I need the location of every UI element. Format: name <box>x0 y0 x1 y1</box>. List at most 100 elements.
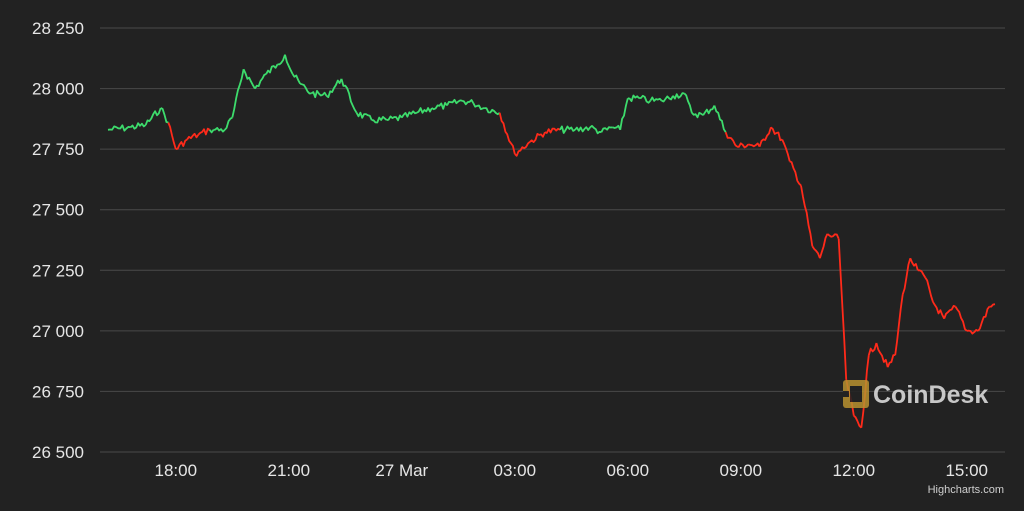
price-line-segment <box>284 54 294 75</box>
y-axis-ticks: 26 500 26 750 27 000 27 250 27 500 27 750 28 0… <box>32 19 84 462</box>
price-line-segment <box>224 116 233 131</box>
price-line-segment <box>446 98 463 106</box>
price-line-segment <box>800 185 814 247</box>
y-tick-label: 28 250 <box>32 19 84 38</box>
price-line-segment <box>600 126 613 133</box>
y-tick-label: 27 000 <box>32 322 84 341</box>
price-line-segment <box>943 305 956 320</box>
price-line-segment <box>627 94 640 102</box>
price-line-segment <box>901 257 912 295</box>
gridlines <box>100 27 1005 453</box>
price-line-segment <box>649 96 663 102</box>
price-line-segment <box>231 69 245 118</box>
price-line-segment <box>853 415 862 429</box>
price-line-segment <box>208 129 215 134</box>
y-tick-label: 26 750 <box>32 382 84 401</box>
price-line-segment <box>340 78 358 114</box>
coindesk-watermark: CoinDesk <box>843 380 988 409</box>
price-line-segment <box>431 102 448 111</box>
y-tick-label: 26 500 <box>32 443 84 462</box>
highcharts-credit[interactable]: Highcharts.com <box>928 484 1004 496</box>
price-line-segment <box>484 107 501 116</box>
price-line-segment <box>691 111 704 119</box>
price-line-segment <box>529 131 546 143</box>
price-line-segment <box>826 233 840 240</box>
price-line-segment <box>355 111 373 121</box>
price-series <box>107 54 996 429</box>
x-tick-label: 18:00 <box>155 461 198 480</box>
price-line-segment <box>917 269 927 279</box>
price-line-segment <box>924 277 934 303</box>
x-tick-label: 27 Mar <box>375 461 428 480</box>
price-line-segment <box>724 131 738 148</box>
price-line-segment <box>837 238 848 380</box>
y-tick-label: 28 000 <box>32 80 84 99</box>
price-line-segment <box>758 127 772 147</box>
coindesk-logo-icon <box>843 380 869 408</box>
price-line-segment <box>894 294 904 356</box>
price-line-segment <box>514 141 531 157</box>
price-line-segment <box>781 139 791 162</box>
price-line-segment <box>254 73 267 90</box>
price-line-segment <box>160 107 169 124</box>
price-line-segment <box>401 110 418 119</box>
price-line-segment <box>819 233 829 259</box>
price-line-segment <box>932 301 946 320</box>
price-line-segment <box>966 329 979 335</box>
price-line-segment <box>977 306 991 332</box>
price-line-segment <box>197 127 211 136</box>
price-line-segment <box>175 138 188 150</box>
price-line-segment <box>242 68 256 90</box>
x-tick-label: 06:00 <box>606 461 649 480</box>
price-line-segment <box>299 82 312 95</box>
price-line-segment <box>107 124 131 132</box>
x-axis-ticks: 18:00 21:00 27 Mar 03:00 06:00 09:00 12:00 15:0… <box>155 461 989 480</box>
price-line-segment <box>461 99 475 106</box>
y-tick-label: 27 250 <box>32 261 84 280</box>
price-line-segment <box>277 54 286 66</box>
price-line-segment <box>748 142 761 148</box>
price-line-segment <box>544 127 561 134</box>
price-line-segment <box>875 342 889 368</box>
price-line-segment <box>310 90 328 99</box>
price-line-segment <box>672 92 685 100</box>
x-tick-label: 21:00 <box>268 461 311 480</box>
price-line-segment <box>589 125 602 135</box>
price-line-segment <box>291 73 301 85</box>
price-line-segment <box>612 124 622 131</box>
price-line-segment <box>186 132 200 141</box>
price-line-segment <box>683 92 693 114</box>
price-line-segment <box>265 63 279 75</box>
price-line-segment <box>619 98 629 130</box>
price-line-segment <box>811 245 821 259</box>
x-tick-label: 09:00 <box>719 461 762 480</box>
price-line-segment <box>371 116 388 124</box>
price-line-segment <box>909 257 919 271</box>
price-line-segment <box>498 112 516 155</box>
price-line-segment <box>472 102 485 111</box>
price-line-segment <box>702 105 716 116</box>
price-line-segment <box>386 114 403 122</box>
price-line-segment <box>954 306 968 332</box>
price-line-segment <box>713 105 727 133</box>
x-tick-label: 15:00 <box>945 461 988 480</box>
y-tick-label: 27 500 <box>32 201 84 220</box>
watermark-text: CoinDesk <box>873 381 988 409</box>
y-tick-label: 27 750 <box>32 140 84 159</box>
price-line-segment <box>574 126 591 133</box>
price-line-segment <box>325 78 343 99</box>
price-line-segment <box>886 354 896 368</box>
price-line-segment <box>789 160 802 187</box>
price-line-segment <box>770 126 783 142</box>
x-tick-label: 12:00 <box>832 461 875 480</box>
price-line-segment <box>129 122 147 130</box>
price-line-segment <box>638 94 652 104</box>
price-line-segment <box>144 107 162 126</box>
price-line-segment <box>989 303 996 308</box>
price-line-segment <box>736 142 749 149</box>
price-line-segment <box>559 125 576 134</box>
x-tick-label: 03:00 <box>494 461 537 480</box>
price-line-segment <box>167 122 177 150</box>
